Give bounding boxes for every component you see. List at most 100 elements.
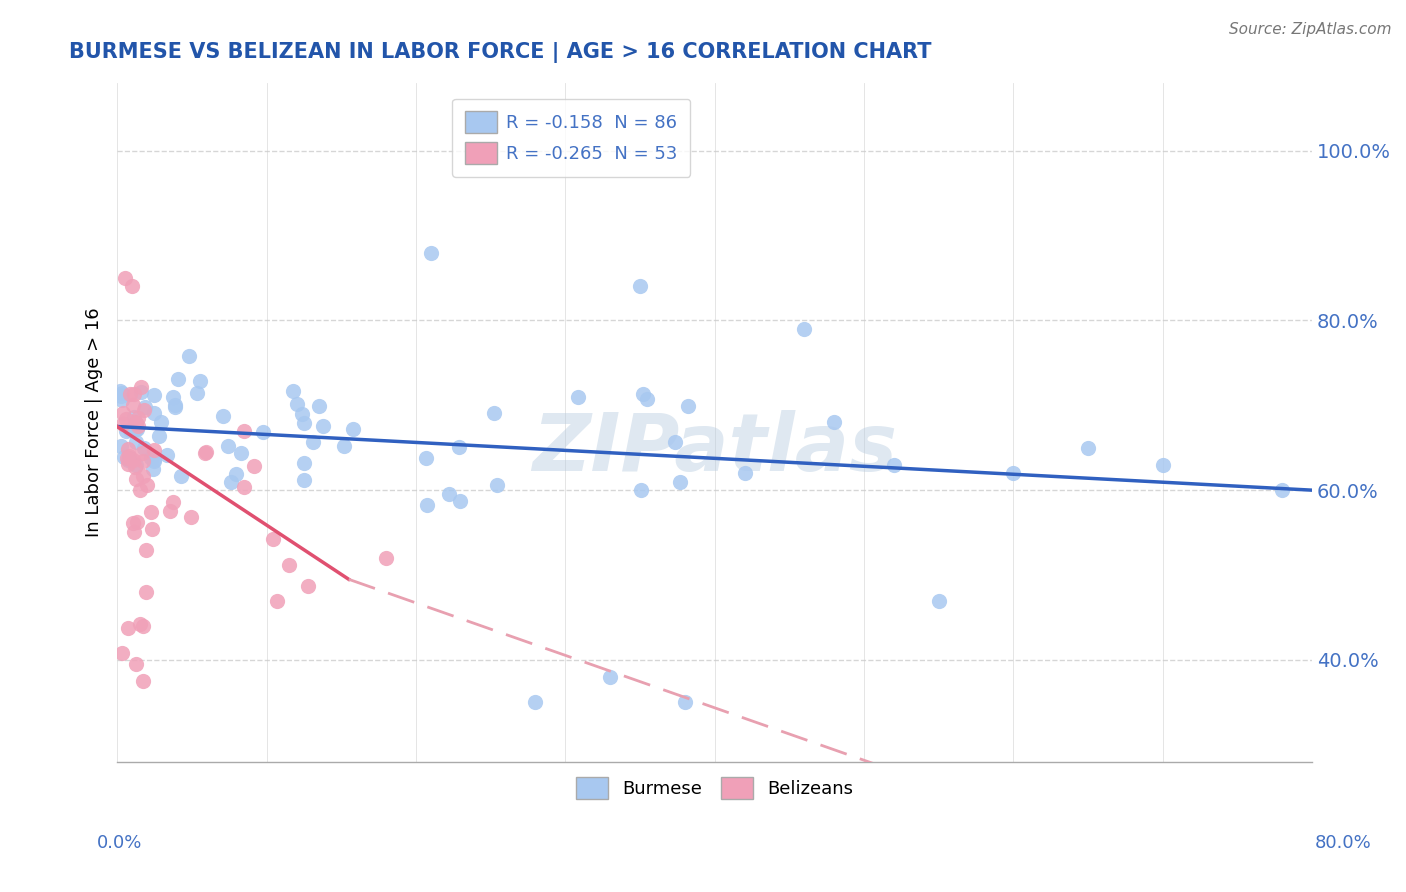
Point bbox=[165, 401, 187, 415]
Point bbox=[212, 409, 235, 424]
Point bbox=[302, 434, 325, 449]
Point bbox=[141, 522, 163, 536]
Point bbox=[217, 439, 239, 453]
Point bbox=[125, 422, 148, 436]
Point bbox=[225, 467, 247, 482]
Point bbox=[1152, 458, 1174, 472]
Point bbox=[823, 415, 845, 429]
Point bbox=[415, 498, 437, 512]
Text: BURMESE VS BELIZEAN IN LABOR FORCE | AGE > 16 CORRELATION CHART: BURMESE VS BELIZEAN IN LABOR FORCE | AGE… bbox=[69, 42, 932, 62]
Point bbox=[142, 406, 165, 420]
Point bbox=[132, 402, 155, 417]
Point bbox=[447, 440, 470, 454]
Point bbox=[669, 475, 692, 489]
Point bbox=[139, 450, 162, 465]
Point bbox=[333, 439, 356, 453]
Point bbox=[142, 388, 165, 402]
Point bbox=[120, 386, 142, 401]
Point bbox=[312, 419, 335, 434]
Point bbox=[143, 451, 166, 466]
Point bbox=[117, 453, 139, 467]
Text: 80.0%: 80.0% bbox=[1315, 834, 1371, 852]
Point bbox=[114, 271, 136, 285]
Text: Source: ZipAtlas.com: Source: ZipAtlas.com bbox=[1229, 22, 1392, 37]
Point bbox=[180, 510, 202, 524]
Point bbox=[374, 550, 396, 565]
Point bbox=[108, 384, 131, 398]
Point bbox=[132, 442, 155, 456]
Point bbox=[281, 384, 304, 399]
Point bbox=[266, 593, 288, 607]
Point bbox=[118, 450, 141, 465]
Point bbox=[148, 429, 170, 443]
Point bbox=[142, 443, 165, 458]
Point bbox=[449, 493, 471, 508]
Point bbox=[122, 452, 145, 467]
Point bbox=[673, 695, 696, 709]
Point bbox=[110, 439, 132, 453]
Point bbox=[121, 279, 143, 293]
Point bbox=[883, 458, 905, 472]
Point bbox=[114, 424, 136, 438]
Point bbox=[524, 695, 547, 709]
Point bbox=[292, 456, 315, 470]
Point bbox=[484, 406, 506, 420]
Point bbox=[291, 407, 314, 421]
Point bbox=[186, 386, 208, 401]
Point bbox=[141, 505, 163, 519]
Point bbox=[125, 458, 148, 472]
Point bbox=[127, 515, 149, 529]
Point bbox=[122, 409, 145, 424]
Point bbox=[124, 387, 146, 401]
Point bbox=[252, 425, 274, 439]
Point bbox=[135, 477, 157, 491]
Point bbox=[111, 392, 134, 407]
Point bbox=[125, 422, 148, 436]
Point bbox=[277, 558, 299, 572]
Point bbox=[124, 525, 146, 540]
Point bbox=[129, 385, 152, 400]
Point bbox=[129, 380, 152, 394]
Text: ZIPatlas: ZIPatlas bbox=[531, 410, 897, 489]
Point bbox=[928, 593, 950, 607]
Point bbox=[125, 416, 148, 430]
Point bbox=[125, 472, 148, 486]
Point bbox=[233, 424, 256, 438]
Point bbox=[124, 415, 146, 429]
Point bbox=[115, 412, 138, 426]
Point bbox=[308, 399, 330, 413]
Point bbox=[486, 478, 509, 492]
Point bbox=[150, 416, 173, 430]
Point bbox=[599, 670, 621, 684]
Point bbox=[162, 390, 184, 404]
Point bbox=[132, 454, 155, 468]
Point bbox=[1077, 441, 1099, 455]
Point bbox=[292, 473, 315, 487]
Point bbox=[243, 459, 266, 474]
Point bbox=[232, 480, 254, 494]
Point bbox=[163, 398, 186, 412]
Point bbox=[143, 454, 166, 468]
Point bbox=[664, 435, 686, 450]
Point bbox=[297, 579, 319, 593]
Point bbox=[122, 516, 145, 530]
Point bbox=[117, 442, 139, 456]
Point bbox=[636, 392, 658, 406]
Point bbox=[112, 450, 135, 464]
Point bbox=[156, 448, 179, 462]
Point bbox=[121, 398, 143, 412]
Point bbox=[734, 466, 756, 480]
Y-axis label: In Labor Force | Age > 16: In Labor Force | Age > 16 bbox=[86, 308, 103, 537]
Point bbox=[292, 416, 315, 430]
Point bbox=[195, 445, 218, 459]
Point bbox=[262, 532, 284, 546]
Point bbox=[128, 483, 150, 498]
Point bbox=[117, 457, 139, 471]
Point bbox=[439, 487, 461, 501]
Point bbox=[124, 460, 146, 475]
Point bbox=[111, 407, 134, 421]
Point bbox=[221, 475, 243, 489]
Point bbox=[630, 483, 652, 498]
Point bbox=[285, 396, 308, 410]
Point bbox=[159, 504, 181, 518]
